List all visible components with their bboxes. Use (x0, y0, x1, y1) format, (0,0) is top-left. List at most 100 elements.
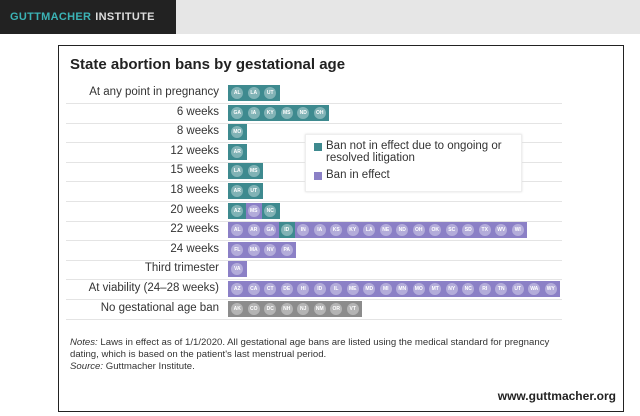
state-abbr: NV (264, 243, 277, 256)
state-abbr: AL (231, 87, 244, 99)
state-chip-ak: AK (229, 300, 246, 317)
state-abbr: WV (495, 224, 508, 237)
state-abbr: KS (330, 224, 343, 237)
state-chip-ms: MS (245, 163, 262, 180)
state-chip-ga: GA (262, 222, 279, 239)
state-chip-wv: WV (493, 222, 510, 239)
state-bar: AK CO DC NH NJ NM OR VT (228, 300, 362, 317)
state-abbr: PA (280, 243, 293, 256)
state-abbr: IL (330, 283, 343, 295)
state-abbr: MT (429, 283, 442, 295)
legend-item-in-effect: Ban in effect (314, 169, 390, 181)
website-url[interactable]: www.guttmacher.org (497, 389, 616, 403)
row-label: 24 weeks (170, 242, 219, 255)
state-chip-ms: MS (278, 104, 295, 121)
state-abbr: OK (429, 224, 442, 237)
state-abbr: UT (264, 87, 277, 99)
state-abbr: MN (396, 283, 409, 295)
state-chip-ky: KY (262, 104, 279, 121)
state-chip-nd: ND (394, 222, 411, 239)
state-abbr: MO (412, 283, 425, 295)
state-chip-la: LA (245, 85, 262, 101)
state-abbr: NJ (297, 302, 310, 315)
state-bar: AR UT (228, 183, 263, 199)
state-chip-me: ME (344, 281, 361, 297)
state-abbr: SD (462, 224, 475, 237)
state-chip-wa: WA (526, 281, 543, 297)
state-chip-ia: IA (311, 222, 328, 239)
state-abbr: KY (264, 106, 277, 119)
state-chip-ca: CA (245, 281, 262, 297)
row-label: 22 weeks (170, 223, 219, 236)
state-bar: VA (228, 261, 247, 278)
state-abbr: AR (231, 145, 244, 158)
row-label: Third trimester (144, 262, 219, 275)
state-abbr: HI (297, 283, 310, 295)
state-chip-oh: OH (311, 104, 328, 121)
state-chip-mt: MT (427, 281, 444, 297)
state-chip-al: AL (229, 85, 246, 101)
state-chip-va: VA (229, 261, 246, 278)
state-chip-ky: KY (344, 222, 361, 239)
state-abbr: TN (495, 283, 508, 295)
state-abbr: NY (445, 283, 458, 295)
table-row: No gestational age ban AK CO DC NH NJ NM OR VT (66, 300, 562, 320)
state-abbr: ID (313, 283, 326, 295)
row-label: 20 weeks (170, 203, 219, 216)
state-abbr: OH (313, 106, 326, 119)
state-chip-mo: MO (229, 124, 246, 141)
state-abbr: NC (264, 204, 277, 217)
state-abbr: MO (231, 126, 244, 139)
state-abbr: DC (264, 302, 277, 315)
state-abbr: GA (231, 106, 244, 119)
state-chip-nj: NJ (295, 300, 312, 317)
state-abbr: LA (231, 165, 244, 178)
state-chip-il: IL (328, 281, 345, 297)
state-chip-mn: MN (394, 281, 411, 297)
state-abbr: TX (478, 224, 491, 237)
state-abbr: AL (231, 224, 244, 237)
state-abbr: MS (247, 204, 260, 217)
state-abbr: AR (231, 185, 244, 197)
state-chip-tn: TN (493, 281, 510, 297)
state-abbr: UT (247, 185, 260, 197)
state-abbr: LA (363, 224, 376, 237)
state-chip-mi: MI (377, 281, 394, 297)
table-row: 24 weeks FL MA NV PA (66, 241, 562, 261)
state-chip-ut: UT (509, 281, 526, 297)
state-chip-ia: IA (245, 104, 262, 121)
state-abbr: NM (313, 302, 326, 315)
state-abbr: MS (280, 106, 293, 119)
state-abbr: NH (280, 302, 293, 315)
state-chip-ut: UT (245, 183, 262, 199)
state-abbr: OR (330, 302, 343, 315)
state-chip-wi: WI (509, 222, 526, 239)
state-abbr: AR (247, 224, 260, 237)
state-chip-hi: HI (295, 281, 312, 297)
state-abbr: CT (264, 283, 277, 295)
table-row: 22 weeks AL AR GA ID IN IA KS KY LA NE ND OH OK SC SD TX… (66, 221, 562, 242)
state-chip-ar: AR (229, 143, 246, 160)
state-abbr: NE (379, 224, 392, 237)
state-abbr: MI (379, 283, 392, 295)
state-chip-sd: SD (460, 222, 477, 239)
state-chip-id: ID (278, 222, 295, 239)
state-abbr: KY (346, 224, 359, 237)
state-chip-ar: AR (245, 222, 262, 239)
state-abbr: AZ (231, 204, 244, 217)
state-abbr: AZ (231, 283, 244, 295)
state-abbr: MS (247, 165, 260, 178)
table-row: At viability (24–28 weeks) AZ CA CT DE HI ID IL… (66, 280, 562, 300)
guttmacher-logo[interactable]: GUTTMACHER INSTITUTE (0, 0, 176, 34)
state-abbr: MD (363, 283, 376, 295)
state-chip-vt: VT (344, 300, 361, 317)
state-chip-pa: PA (278, 241, 295, 258)
state-abbr: IN (297, 224, 310, 237)
state-chip-ny: NY (443, 281, 460, 297)
state-bar: AL LA UT (228, 85, 280, 101)
state-chip-in: IN (295, 222, 312, 239)
state-chip-al: AL (229, 222, 246, 239)
table-row: 18 weeks AR UT (66, 182, 562, 202)
row-label: 8 weeks (176, 125, 219, 138)
state-abbr: VA (231, 263, 244, 276)
